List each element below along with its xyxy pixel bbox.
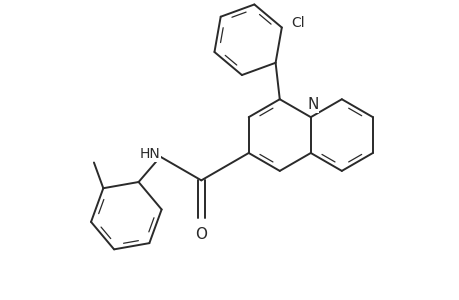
Text: N: N bbox=[307, 97, 318, 112]
Text: O: O bbox=[195, 226, 207, 242]
Text: Cl: Cl bbox=[290, 16, 304, 29]
Text: HN: HN bbox=[140, 147, 160, 161]
